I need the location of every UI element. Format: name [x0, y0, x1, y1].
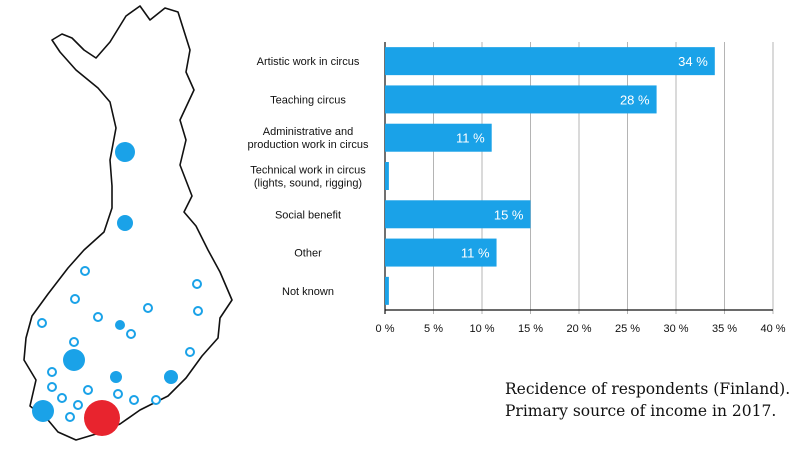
category-label: Artistic work in circus	[257, 56, 360, 68]
x-tick-label: 0 %	[376, 323, 395, 335]
map-dot-filled	[164, 370, 178, 384]
bar	[385, 276, 389, 305]
x-tick-label: 40 %	[760, 323, 785, 335]
map-dot-hollow	[47, 367, 57, 377]
x-tick-label: 35 %	[712, 323, 737, 335]
x-tick-label: 25 %	[615, 323, 640, 335]
map-dot-filled	[117, 215, 133, 231]
map-dot-filled	[115, 142, 135, 162]
income-bar-chart: 34 % 28 % 11 % 15 % 11 % Artistic work in ci…	[247, 42, 786, 335]
map-dot-hollow	[151, 395, 161, 405]
map-dot-hollow	[57, 393, 67, 403]
bar	[385, 162, 389, 190]
category-label: Administrative and production work in cir…	[247, 126, 369, 151]
x-tick-label: 5 %	[424, 323, 443, 335]
map-dot-filled	[32, 400, 54, 422]
map-dot-hollow	[83, 385, 93, 395]
map-dot-hollow	[129, 395, 139, 405]
bar	[385, 85, 657, 114]
map-dot-hollow	[70, 294, 80, 304]
finland-map	[23, 5, 233, 441]
bar	[385, 200, 531, 229]
map-dot-hollow	[65, 412, 75, 422]
map-dot-hollow	[143, 303, 153, 313]
map-dot-hollow	[192, 279, 202, 289]
finland-outline-icon	[23, 5, 233, 441]
map-dot-hollow	[113, 389, 123, 399]
category-label: Teaching circus	[270, 94, 346, 106]
category-labels: Artistic work in circus Teaching circus Ad…	[247, 56, 369, 298]
map-dot-highlight	[84, 400, 120, 436]
caption: Recidence of respondents (Finland). Prim…	[505, 378, 795, 422]
x-tick-label: 10 %	[469, 323, 494, 335]
caption-line-2: Primary source of income in 2017.	[505, 402, 777, 420]
map-dot-hollow	[80, 266, 90, 276]
map-dot-filled	[110, 371, 122, 383]
bar	[385, 47, 715, 76]
map-dot-filled	[63, 349, 85, 371]
x-tick-label: 30 %	[663, 323, 688, 335]
x-tick-label: 15 %	[518, 323, 543, 335]
map-dot-hollow	[37, 318, 47, 328]
map-dot-hollow	[69, 337, 79, 347]
x-tick-labels: 0 % 5 % 10 % 15 % 20 % 25 % 30 % 35 % 40 %	[376, 323, 786, 335]
map-dot-hollow	[185, 347, 195, 357]
map-dot-hollow	[93, 312, 103, 322]
map-dot-hollow	[73, 400, 83, 410]
x-tick-label: 20 %	[566, 323, 591, 335]
grid-lines	[384, 42, 774, 314]
category-label: Other	[294, 248, 322, 260]
category-label: Not known	[282, 286, 334, 298]
bar-value-label: 15 %	[494, 207, 524, 222]
bar-value-label: 34 %	[678, 54, 708, 69]
caption-line-1: Recidence of respondents (Finland).	[505, 380, 791, 398]
bar	[385, 123, 492, 152]
map-dot-hollow	[193, 306, 203, 316]
bar-value-label: 11 %	[456, 131, 485, 146]
map-dot-filled	[115, 320, 125, 330]
category-label: Social benefit	[275, 209, 341, 221]
bar	[385, 238, 497, 267]
bar-value-label: 11 %	[461, 246, 490, 261]
category-label: Technical work in circus (lights, sound, …	[250, 165, 366, 190]
map-dot-hollow	[126, 329, 136, 339]
bar-value-label: 28 %	[620, 92, 650, 107]
map-dot-hollow	[47, 382, 57, 392]
bars: 34 % 28 % 11 % 15 % 11 %	[385, 47, 715, 305]
